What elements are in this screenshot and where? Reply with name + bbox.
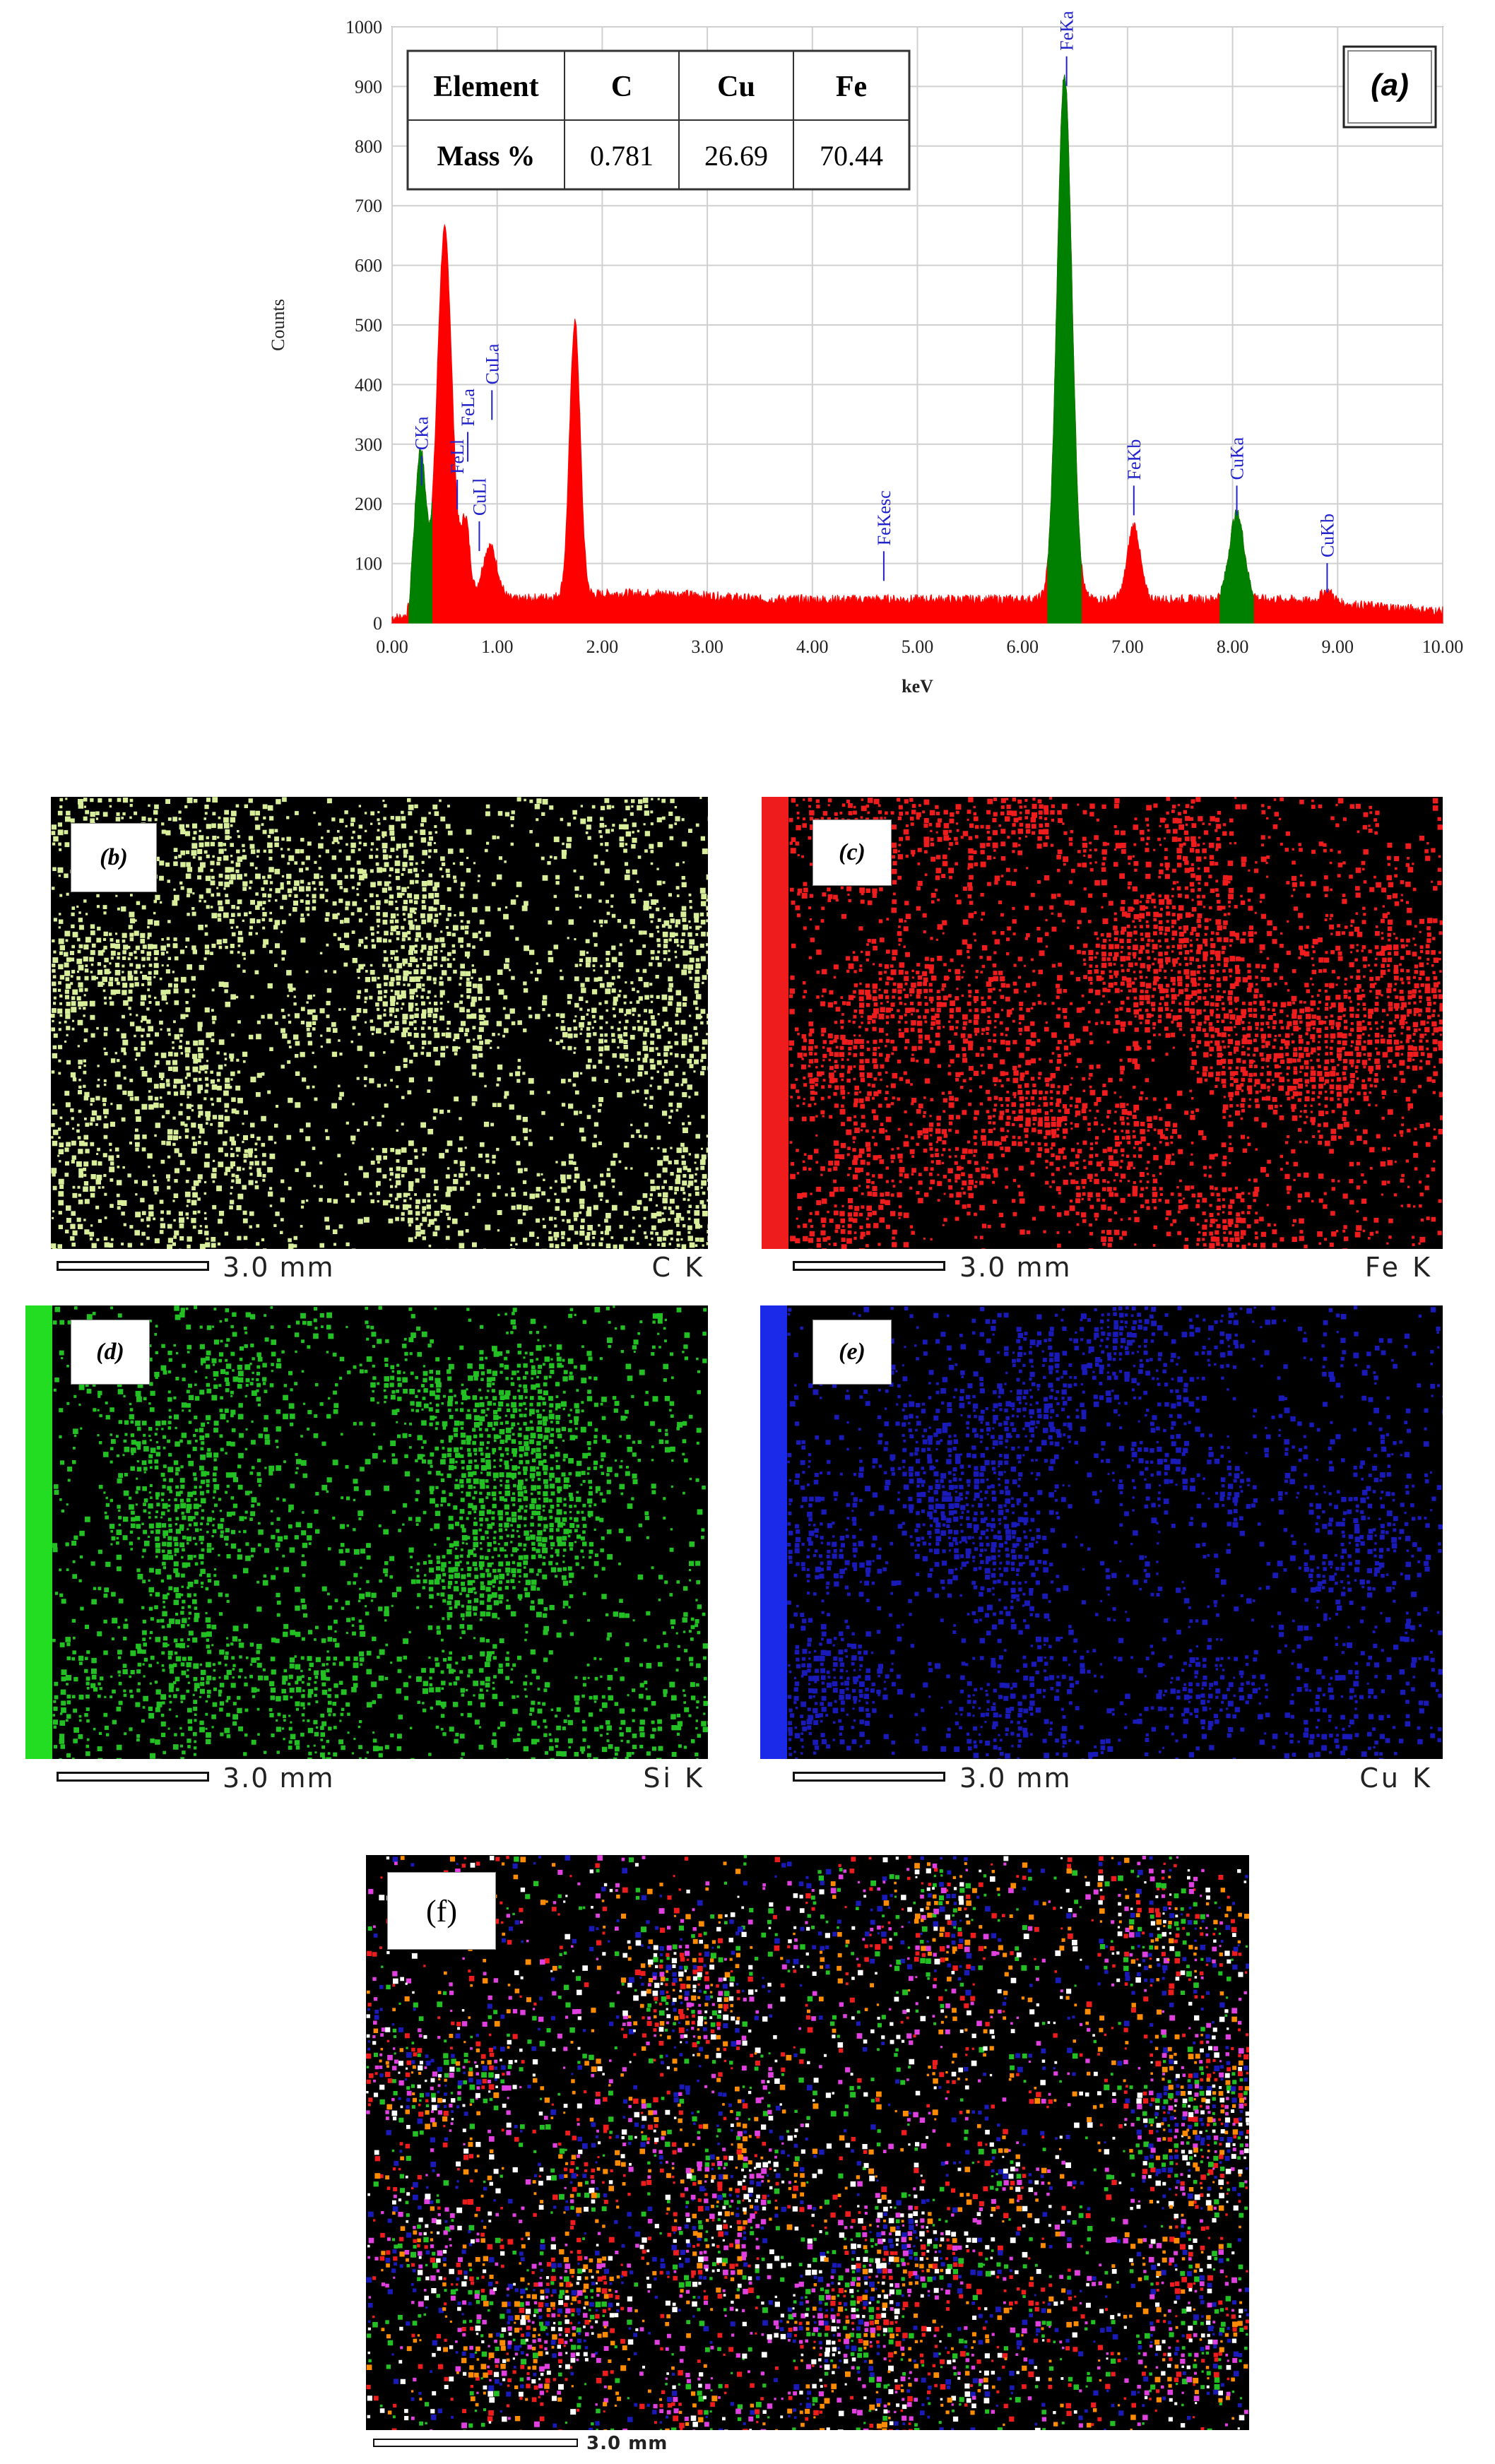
cu-k-color-bar	[760, 1305, 787, 1759]
si-k-map-image	[52, 1305, 708, 1759]
si-k-map	[52, 1305, 708, 1759]
x-axis-label: keV	[902, 676, 933, 697]
annotation-CuKb: CuKb	[1317, 514, 1337, 557]
table-row-label: Mass %	[437, 140, 536, 172]
annotation-FeKa: FeKa	[1057, 11, 1077, 51]
x-tick-label-3: 3.00	[691, 636, 723, 657]
x-tick-label-8: 8.00	[1217, 636, 1249, 657]
scale-text-b: 3.0 mm	[223, 1252, 335, 1283]
table-value-Fe: 70.44	[820, 140, 883, 172]
element-label-b: C K	[651, 1252, 705, 1283]
si-k-color-bar	[25, 1305, 52, 1759]
spectrum-peak-green-1	[1047, 74, 1082, 624]
table-header-C: C	[611, 71, 632, 103]
x-tick-label-9: 9.00	[1322, 636, 1354, 657]
element-label-d: Si K	[643, 1763, 705, 1794]
x-tick-label-4: 4.00	[796, 636, 829, 657]
annotation-FeKesc: FeKesc	[874, 490, 894, 545]
composite-map-image	[366, 1855, 1249, 2430]
c-k-map-image	[51, 797, 708, 1249]
y-tick-label-10: 1000	[345, 17, 382, 37]
y-tick-label-9: 900	[355, 76, 382, 97]
panel-a-label: (a)	[1371, 68, 1409, 102]
panel-a-label-box	[1342, 45, 1437, 129]
element-label-e: Cu K	[1359, 1763, 1433, 1794]
composite-map	[366, 1855, 1249, 2430]
panel-d-label: (d)	[71, 1320, 150, 1385]
scale-bar-d	[57, 1772, 209, 1782]
spectrum-peak-green-0	[408, 448, 432, 624]
panel-c-label: (c)	[812, 819, 892, 886]
annotation-CKa: CKa	[412, 416, 432, 450]
table-header-Cu: Cu	[717, 71, 755, 103]
y-tick-label-7: 700	[355, 196, 382, 216]
x-tick-label-5: 5.00	[902, 636, 934, 657]
scale-bar-b	[57, 1261, 209, 1271]
panel-e-label: (e)	[812, 1320, 892, 1385]
y-tick-label-6: 600	[355, 256, 382, 276]
annotation-CuLa: CuLa	[482, 343, 502, 384]
annotation-FeKb: FeKb	[1124, 439, 1145, 480]
x-tick-label-0: 0.00	[376, 636, 408, 657]
annotation-CuKa: CuKa	[1227, 437, 1248, 480]
fe-k-color-bar	[762, 797, 788, 1249]
scale-bar-c	[793, 1261, 945, 1271]
element-label-c: Fe K	[1364, 1252, 1433, 1283]
table-header-Element: Element	[433, 71, 538, 103]
y-tick-label-4: 400	[355, 374, 382, 395]
y-axis-label: Counts	[268, 299, 288, 351]
fe-k-map-image	[788, 797, 1443, 1249]
x-tick-label-2: 2.00	[586, 636, 619, 657]
panel-b-label: (b)	[71, 823, 157, 892]
scale-text-d: 3.0 mm	[223, 1763, 335, 1794]
spectrum-series-red	[391, 74, 1443, 624]
y-tick-label-3: 300	[355, 434, 382, 455]
table-value-Cu: 26.69	[704, 140, 768, 172]
annotation-CuLl: CuLl	[469, 478, 490, 516]
panel-f-label: (f)	[387, 1872, 496, 1950]
annotation-FeLl: FeLl	[447, 439, 468, 474]
y-tick-label-8: 800	[355, 136, 382, 157]
cu-k-map-image	[787, 1305, 1443, 1759]
scale-bar-e	[793, 1772, 945, 1782]
eds-spectrum-chart: 0.00 1.00 2.00 3.00 4.00 5.00 6.00 7.00 8.00 9.00…	[268, 11, 1464, 697]
table-value-C: 0.781	[590, 140, 654, 172]
x-tick-label-1: 1.00	[481, 636, 514, 657]
y-tick-label-1: 100	[355, 554, 382, 574]
panel-a-label-inner	[1347, 50, 1432, 124]
scale-text-c: 3.0 mm	[959, 1252, 1072, 1283]
y-tick-label-2: 200	[355, 494, 382, 514]
scale-bar-f	[373, 2439, 578, 2447]
x-tick-label-6: 6.00	[1006, 636, 1039, 657]
scale-text-e: 3.0 mm	[959, 1763, 1072, 1794]
y-tick-label-5: 500	[355, 315, 382, 336]
annotation-FeLa: FeLa	[458, 389, 478, 427]
fe-k-map	[788, 797, 1443, 1249]
x-tick-label-7: 7.00	[1111, 636, 1144, 657]
table-header-Fe: Fe	[836, 71, 867, 103]
scale-text-f: 3.0 mm	[586, 2433, 668, 2454]
composition-table: Element C Cu Fe Mass % 0.781 26.69 70.44	[406, 49, 911, 191]
y-tick-label-0: 0	[373, 613, 382, 634]
c-k-map	[51, 797, 708, 1249]
x-tick-label-10: 10.00	[1422, 636, 1464, 657]
cu-k-map	[787, 1305, 1443, 1759]
